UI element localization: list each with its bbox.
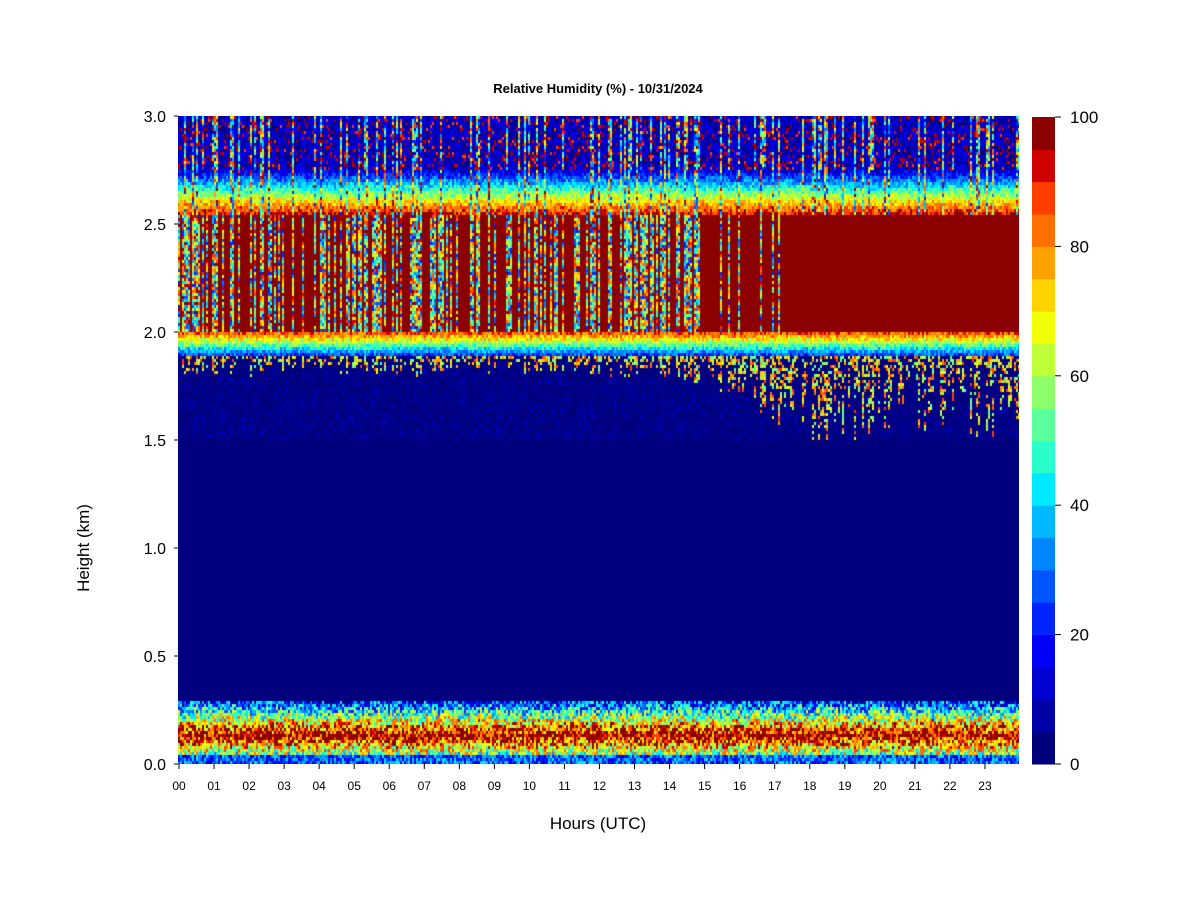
x-tick-label: 10 [523,779,537,793]
colorbar-swatch [1032,149,1055,183]
x-tick-label: 22 [943,779,957,793]
colorbar-swatch [1032,117,1055,150]
colorbar-swatch [1032,537,1055,571]
x-tick-label: 07 [418,779,432,793]
colorbar-swatch [1032,666,1055,700]
plot-area [178,116,1019,764]
colorbar-swatch [1032,505,1055,539]
colorbar-swatch [1032,602,1055,636]
x-tick-label: 21 [908,779,922,793]
colorbar-tick-label: 20 [1070,626,1089,645]
colorbar-tick-label: 80 [1070,237,1089,256]
colorbar-tick-label: 0 [1070,755,1079,774]
y-tick-label: 1.5 [144,433,166,450]
x-tick-label: 04 [312,779,326,793]
colorbar-tick-label: 40 [1070,496,1089,515]
x-tick-label: 14 [663,779,677,793]
colorbar-swatch [1032,311,1055,344]
x-tick-label: 15 [698,779,712,793]
colorbar [1032,117,1055,765]
y-tick-label: 1.0 [144,541,166,558]
y-tick-label: 3.0 [144,109,166,126]
x-axis: 00 01 02 03 04 05 06 07 08 09 10 11 12 13 14 15 16 17 18 19… [172,764,992,793]
colorbar-ticks: 0 20 40 60 80 100 [1055,108,1098,774]
x-tick-label: 18 [803,779,817,793]
colorbar-swatch [1032,181,1055,215]
chart-title: Relative Humidity (%) - 10/31/2024 [493,81,703,96]
colorbar-swatch [1032,634,1055,668]
x-tick-label: 03 [277,779,291,793]
x-tick-label: 12 [593,779,607,793]
colorbar-swatch [1032,343,1055,377]
y-axis: 0.0 0.5 1.0 1.5 2.0 2.5 3.0 [144,109,178,774]
x-tick-label: 13 [628,779,642,793]
x-tick-label: 16 [733,779,747,793]
colorbar-swatch [1032,278,1055,312]
y-tick-label: 0.0 [144,757,166,774]
heatmap-field [178,116,1019,764]
x-tick-label: 17 [768,779,782,793]
x-tick-label: 20 [873,779,887,793]
x-tick-label: 06 [383,779,397,793]
x-tick-label: 05 [348,779,362,793]
colorbar-swatch [1032,375,1055,409]
x-tick-label: 00 [172,779,186,793]
colorbar-swatch [1032,214,1055,247]
y-tick-label: 2.5 [144,217,166,234]
x-tick-label: 19 [838,779,852,793]
x-tick-label: 23 [978,779,992,793]
y-tick-label: 0.5 [144,649,166,666]
colorbar-swatch [1032,472,1055,506]
y-axis-label: Height (km) [74,504,93,592]
x-axis-label: Hours (UTC) [550,814,646,833]
x-tick-label: 08 [453,779,467,793]
colorbar-swatch [1032,246,1055,280]
colorbar-tick-label: 100 [1070,108,1098,127]
colorbar-swatch [1032,699,1055,733]
colorbar-swatch [1032,440,1055,474]
x-tick-label: 09 [488,779,502,793]
colorbar-swatch [1032,731,1055,765]
x-tick-label: 02 [242,779,256,793]
colorbar-swatch [1032,408,1055,441]
colorbar-swatch [1032,569,1055,603]
x-tick-label: 11 [558,779,571,793]
colorbar-tick-label: 60 [1070,367,1089,386]
y-tick-label: 2.0 [144,325,166,342]
x-tick-label: 01 [207,779,221,793]
